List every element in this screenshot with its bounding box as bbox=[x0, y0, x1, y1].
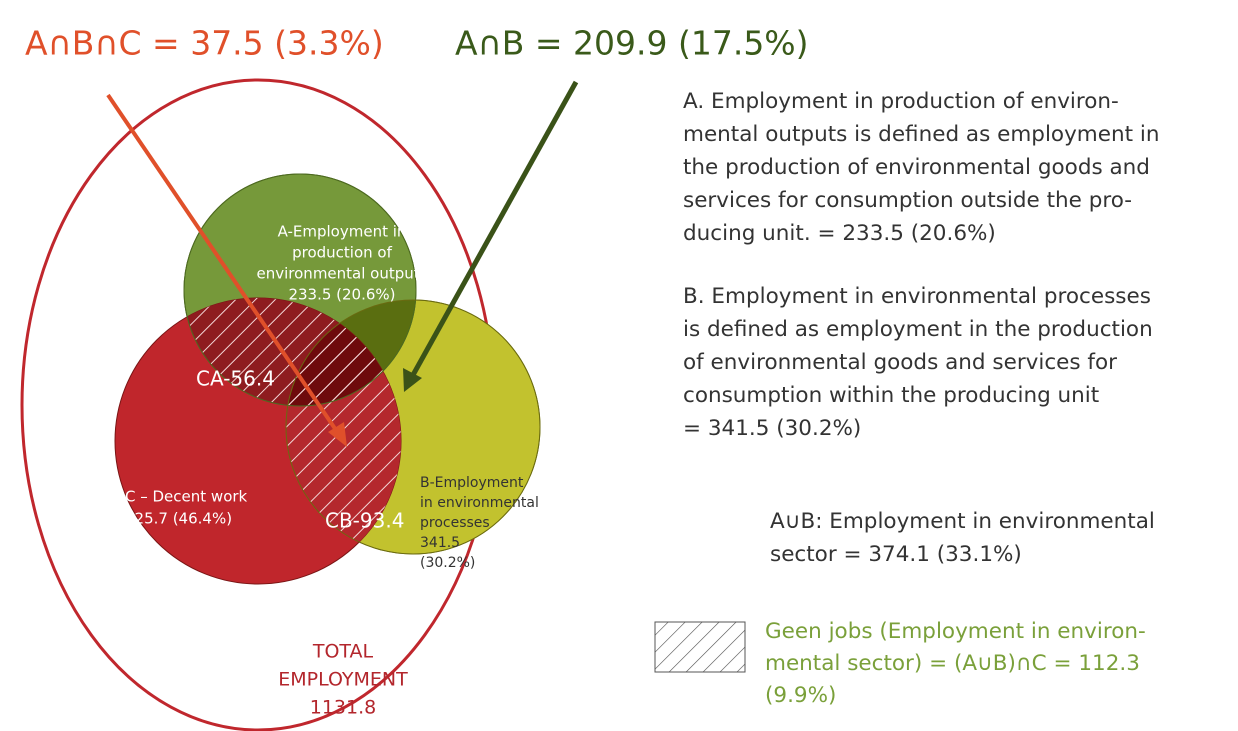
circle-c-label: 525.7 (46.4%) bbox=[125, 510, 232, 528]
legend-label: mental sector) = (A∪B)∩C = 112.3 bbox=[765, 651, 1140, 676]
description-aub: sector = 374.1 (33.1%) bbox=[770, 542, 1022, 567]
circle-a-label: A-Employment in bbox=[278, 223, 407, 241]
title-ab: A∩B = 209.9 (17.5%) bbox=[455, 24, 809, 63]
arrowhead-abc bbox=[328, 422, 347, 447]
circle-b-label: 341.5 bbox=[420, 535, 460, 551]
description-aub: A∪B: Employment in environmental bbox=[770, 509, 1155, 534]
description-a: ducing unit. = 233.5 (20.6%) bbox=[683, 221, 996, 246]
description-a: A. Employment in production of environ- bbox=[683, 89, 1119, 114]
description-b: B. Employment in environmental processes bbox=[683, 284, 1151, 309]
description-b: = 341.5 (30.2%) bbox=[683, 416, 861, 441]
description-b: consumption within the producing unit bbox=[683, 383, 1099, 408]
total-label: EMPLOYMENT bbox=[278, 669, 408, 691]
description-b: is defined as employment in the producti… bbox=[683, 317, 1153, 342]
circle-b-label: (30.2%) bbox=[420, 555, 475, 571]
circle-a-label: production of bbox=[292, 244, 392, 262]
circle-a-label: 233.5 (20.6%) bbox=[288, 286, 395, 304]
description-a: the production of environmental goods an… bbox=[683, 155, 1150, 180]
arrowhead-ab bbox=[403, 368, 422, 392]
description-b: of environmental goods and services for bbox=[683, 350, 1117, 375]
circle-b-label: B-Employment bbox=[420, 475, 524, 491]
arrow-abc bbox=[106, 93, 340, 435]
total-label: TOTAL bbox=[312, 641, 374, 663]
legend-label: (9.9%) bbox=[765, 683, 836, 708]
circle-a-label: environmental outputs bbox=[257, 265, 428, 283]
circle-b-label: in environmental bbox=[420, 495, 539, 511]
legend-swatch bbox=[654, 621, 746, 673]
region-ca-label: CA-56.4 bbox=[196, 367, 275, 391]
legend-label: Geen jobs (Employment in environ- bbox=[765, 619, 1146, 644]
description-a: mental outputs is defined as employment … bbox=[683, 122, 1159, 147]
region-cb-label: CB-93.4 bbox=[325, 509, 404, 533]
hatch-cb bbox=[286, 300, 401, 554]
total-label: 1131.8 bbox=[310, 697, 376, 719]
circle-c-label: C – Decent work bbox=[125, 488, 248, 506]
description-a: services for consumption outside the pro… bbox=[683, 188, 1132, 213]
arrow-ab bbox=[410, 80, 579, 377]
circle-b-label: processes bbox=[420, 515, 490, 531]
title-abc: A∩B∩C = 37.5 (3.3%) bbox=[25, 24, 384, 63]
